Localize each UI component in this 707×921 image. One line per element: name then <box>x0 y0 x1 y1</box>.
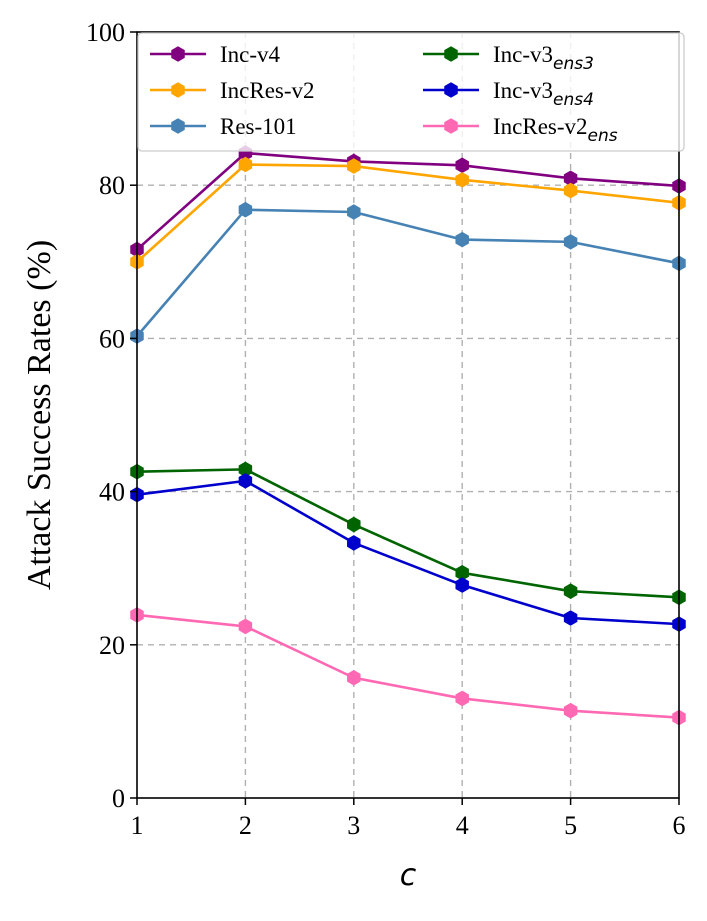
legend-label: Inc-v3ens3 <box>493 42 594 74</box>
legend-marker <box>171 118 185 134</box>
legend-label: IncRes-v2 <box>220 78 315 103</box>
legend-label: IncRes-v2ens <box>493 114 618 146</box>
data-point <box>455 690 469 707</box>
data-point <box>347 516 361 533</box>
series-2 <box>130 156 686 270</box>
series-line <box>136 468 680 599</box>
legend-label: Inc-v4 <box>220 42 281 67</box>
data-point <box>455 577 469 593</box>
data-point <box>455 231 469 248</box>
data-point <box>238 156 253 173</box>
y-tick-label: 20 <box>99 631 125 660</box>
legend-label: Inc-v3ens4 <box>493 78 594 110</box>
data-point <box>347 669 361 686</box>
data-point <box>238 473 253 489</box>
series-line <box>136 479 680 626</box>
y-tick-label: 100 <box>86 18 125 47</box>
series-6 <box>130 607 686 726</box>
data-point <box>238 201 253 218</box>
data-point <box>563 702 578 719</box>
y-tick-label: 40 <box>99 478 125 507</box>
series-lines <box>130 145 686 726</box>
y-axis-label: Attack Success Rates (%) <box>21 240 58 590</box>
series-line <box>136 208 680 337</box>
x-tick-label: 4 <box>456 811 469 840</box>
series-4 <box>130 461 686 606</box>
data-point <box>347 204 361 220</box>
x-tick-label: 2 <box>239 811 252 840</box>
data-point <box>347 535 361 551</box>
legend-marker <box>444 118 458 134</box>
data-point <box>563 610 578 626</box>
series-line <box>136 163 680 263</box>
series-3 <box>130 201 686 344</box>
data-point <box>347 158 361 174</box>
data-point <box>563 234 578 250</box>
data-point <box>563 583 578 599</box>
data-point <box>238 618 253 635</box>
data-point <box>455 157 469 174</box>
x-tick-label: 1 <box>131 811 144 840</box>
legend-item: IncRes-v2ens <box>423 114 618 146</box>
series-line <box>136 151 680 251</box>
x-tick-label: 3 <box>347 811 360 840</box>
legend-marker <box>171 82 185 98</box>
legend-marker <box>444 46 458 62</box>
data-point <box>455 172 469 188</box>
legend-marker <box>171 46 185 62</box>
data-point <box>563 182 578 199</box>
y-tick-label: 80 <box>99 171 125 200</box>
legend-item: Inc-v3ens4 <box>423 78 594 110</box>
y-tick-label: 0 <box>112 784 125 813</box>
x-axis-label: c <box>400 858 417 893</box>
series-5 <box>130 473 686 632</box>
legend-item: IncRes-v2 <box>150 78 315 103</box>
legend: Inc-v4 IncRes-v2 Res-101 Inc-v3ens3 Inc-v3en… <box>137 32 685 152</box>
legend-item: Res-101 <box>150 114 297 139</box>
x-tick-label: 5 <box>564 811 577 840</box>
series-line <box>136 613 680 719</box>
legend-item: Inc-v3ens3 <box>423 42 594 74</box>
legend-box <box>137 32 685 152</box>
legend-item: Inc-v4 <box>150 42 281 67</box>
legend-marker <box>444 82 458 98</box>
y-tick-label: 60 <box>99 324 125 353</box>
legend-label: Res-101 <box>220 114 297 139</box>
x-tick-label: 6 <box>673 811 686 840</box>
plot-area-frame <box>136 31 680 799</box>
series-1 <box>130 145 686 258</box>
axis-ticks: 0 20 40 60 80 100 1 2 3 4 5 6 <box>86 18 686 840</box>
